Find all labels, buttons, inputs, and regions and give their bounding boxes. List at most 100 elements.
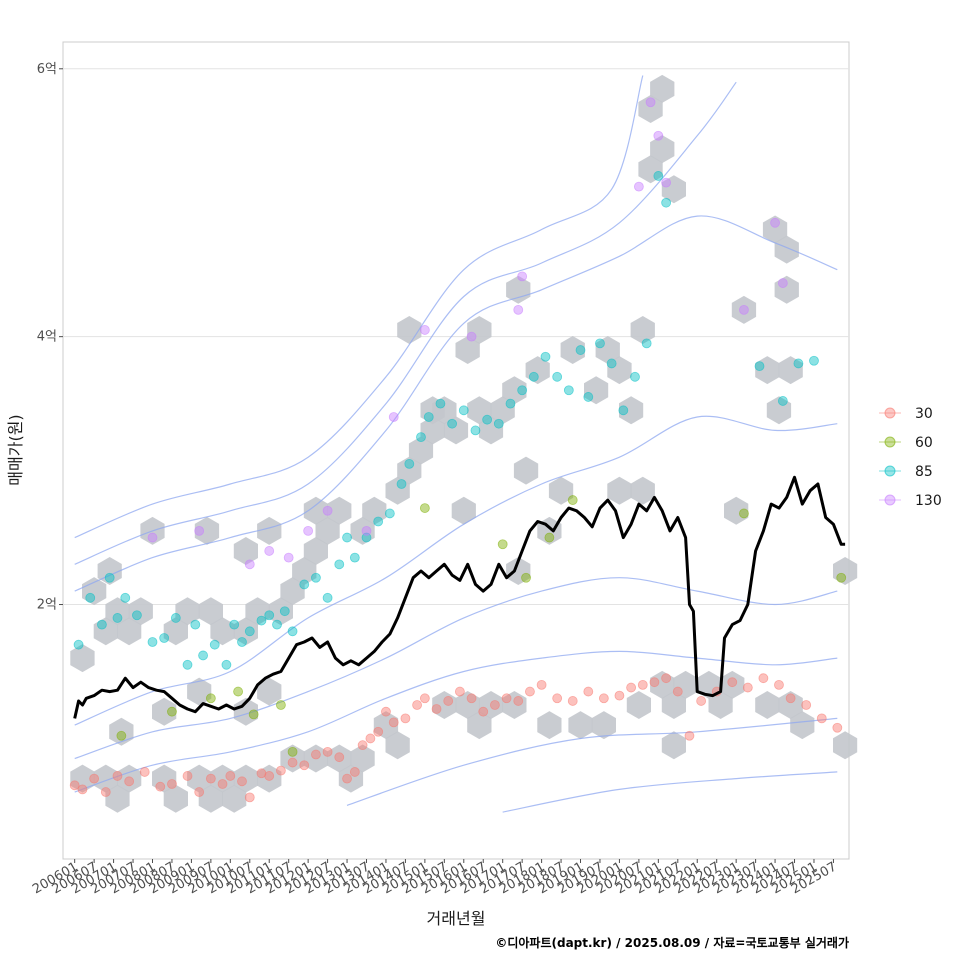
point-85 <box>618 405 629 416</box>
point-85 <box>361 532 372 543</box>
point-85 <box>423 412 434 422</box>
hex-bin <box>833 731 858 760</box>
point-85 <box>264 610 275 621</box>
hex-bin <box>175 597 200 626</box>
hex-bin <box>607 356 632 385</box>
hex-bin <box>93 617 118 646</box>
point-85 <box>552 371 563 382</box>
point-85 <box>279 606 290 617</box>
point-30 <box>801 700 812 710</box>
point-60 <box>521 572 531 583</box>
point-30 <box>217 779 228 789</box>
point-85 <box>517 385 528 396</box>
point-130 <box>517 271 528 282</box>
hex-bin <box>537 711 562 740</box>
point-130 <box>653 130 664 141</box>
point-30 <box>501 693 512 704</box>
point-60 <box>419 503 430 513</box>
hex-bin <box>432 691 457 719</box>
point-30 <box>684 730 695 741</box>
hex-bin <box>525 356 550 385</box>
hex-bin <box>766 396 792 425</box>
point-30 <box>785 693 796 704</box>
point-85 <box>653 171 664 181</box>
hex-bin <box>257 764 282 793</box>
hex-bin <box>105 784 130 813</box>
hex-bin <box>420 416 445 445</box>
hex-bin <box>187 677 212 706</box>
density-contour <box>502 771 838 813</box>
hex-bin <box>607 476 632 505</box>
point-60 <box>248 709 259 720</box>
hex-bin <box>661 175 686 204</box>
point-30 <box>365 733 376 744</box>
hex-bin <box>245 597 270 626</box>
point-30 <box>194 787 205 797</box>
point-30 <box>155 781 166 792</box>
hex-bin <box>303 496 328 525</box>
density-contour <box>74 577 838 760</box>
point-85 <box>104 572 115 583</box>
hex-bin <box>117 764 142 793</box>
legend-key-85 <box>884 465 896 477</box>
y-tick-label: 4억 <box>37 330 57 345</box>
point-30 <box>400 713 411 724</box>
x-axis-title: 거래년월 <box>427 909 486 928</box>
point-60 <box>167 706 177 717</box>
point-30 <box>381 706 391 717</box>
point-30 <box>454 686 465 697</box>
point-30 <box>139 767 150 777</box>
legend: 30 60 85 130 <box>879 406 942 509</box>
point-30 <box>419 693 430 704</box>
point-30 <box>552 693 563 704</box>
caption: ©디아파트(dapt.kr) / 2025.08.09 / 자료=국토교통부 실… <box>495 935 849 950</box>
point-30 <box>672 686 683 697</box>
point-60 <box>567 495 578 505</box>
point-85 <box>97 619 107 630</box>
hex-bin <box>467 711 492 740</box>
point-60 <box>287 746 298 757</box>
point-30 <box>264 771 275 781</box>
hex-bin <box>303 744 328 773</box>
point-30 <box>100 787 111 797</box>
legend-label: 130 <box>915 493 942 509</box>
point-30 <box>727 677 738 688</box>
hex-bin <box>280 744 305 773</box>
point-85 <box>641 338 652 349</box>
hex-bin <box>292 557 317 585</box>
density-contours <box>74 75 838 813</box>
point-85 <box>229 619 240 630</box>
point-85 <box>447 418 458 429</box>
point-130 <box>244 559 255 570</box>
hex-bin <box>443 416 469 445</box>
legend-label: 60 <box>915 435 933 451</box>
point-30 <box>443 696 454 706</box>
point-60 <box>544 532 555 543</box>
hex-bin <box>513 456 539 485</box>
hex-bin <box>762 215 788 244</box>
point-30 <box>342 773 352 784</box>
point-85 <box>311 572 321 583</box>
point-85 <box>777 396 788 406</box>
point-130 <box>361 525 372 536</box>
hex-bin <box>222 784 247 813</box>
hex-bin <box>385 731 410 760</box>
hex-bin <box>257 677 282 706</box>
point-85 <box>182 659 193 670</box>
point-130 <box>739 304 749 315</box>
y-axis-ticks: 2억 4억 6억 <box>37 62 63 613</box>
hex-bin <box>650 135 675 164</box>
point-30 <box>490 700 500 710</box>
x-axis-ticks: 2006012006072007012007072008012008072009… <box>30 859 839 897</box>
point-85 <box>237 637 247 647</box>
hex-bin <box>619 396 644 425</box>
scatter-points <box>69 97 847 803</box>
point-85 <box>493 418 504 429</box>
y-tick-label: 6억 <box>37 62 57 77</box>
legend-key-130 <box>884 494 896 506</box>
hex-bin <box>778 691 803 719</box>
point-130 <box>388 412 399 422</box>
hex-bin <box>568 711 593 740</box>
point-85 <box>563 385 574 396</box>
hex-bin <box>82 577 107 606</box>
